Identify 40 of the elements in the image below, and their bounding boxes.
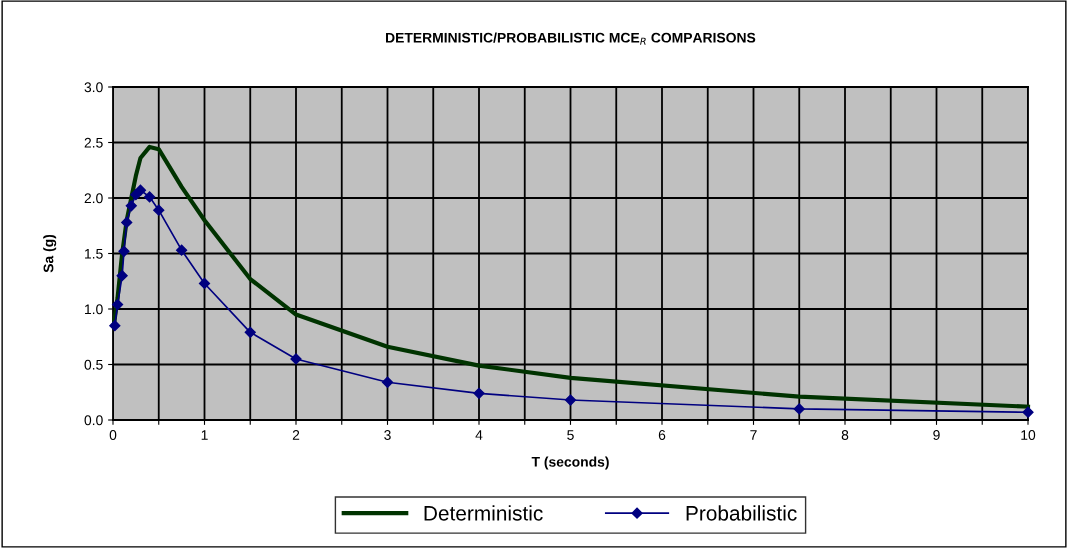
point xyxy=(118,245,130,257)
x-tick-label: 1 xyxy=(201,430,208,440)
x-axis-title: T (seconds) xyxy=(531,456,609,470)
x-tick-label: 2 xyxy=(292,430,300,440)
x-tick-label: 9 xyxy=(933,430,940,440)
point xyxy=(153,204,165,216)
x-tick-label: 7 xyxy=(750,430,757,440)
x-tick-label: 0 xyxy=(109,430,117,440)
x-tick-label: 6 xyxy=(658,430,666,440)
point xyxy=(198,277,211,290)
x-tick-label: 10 xyxy=(1021,430,1036,440)
point xyxy=(1022,406,1034,418)
point xyxy=(121,216,133,229)
y-tick-label: 1.5 xyxy=(85,248,103,259)
point xyxy=(473,387,485,399)
point xyxy=(111,298,124,311)
point xyxy=(116,270,128,282)
chart-title: DETERMINISTIC/PROBABILISTIC MCE$_{R}$ COMPARISONS xyxy=(386,32,756,45)
y-tick-label: 0.0 xyxy=(84,415,103,426)
y-tick-label: 0.5 xyxy=(84,359,103,370)
y-tick-label: 2.5 xyxy=(84,137,103,148)
y-tick-label: 1.0 xyxy=(85,304,103,315)
x-tick-label: 4 xyxy=(475,430,483,440)
legend-label: Deterministic xyxy=(424,505,543,521)
x-tick-label: 5 xyxy=(567,430,574,440)
point xyxy=(564,394,577,406)
point xyxy=(125,200,137,212)
y-axis-title: Sa (g) xyxy=(43,234,57,273)
legend-label: Probabilistic xyxy=(686,505,797,521)
point xyxy=(793,403,805,415)
point xyxy=(134,184,147,196)
point xyxy=(176,244,188,256)
point xyxy=(381,376,394,388)
y-tick-label: 2.0 xyxy=(84,193,103,204)
x-tick-label: 3 xyxy=(384,430,391,440)
point xyxy=(244,326,256,338)
point xyxy=(109,320,121,332)
x-tick-label: 8 xyxy=(841,430,849,440)
point xyxy=(143,191,156,203)
y-tick-label: 3.0 xyxy=(84,82,103,93)
